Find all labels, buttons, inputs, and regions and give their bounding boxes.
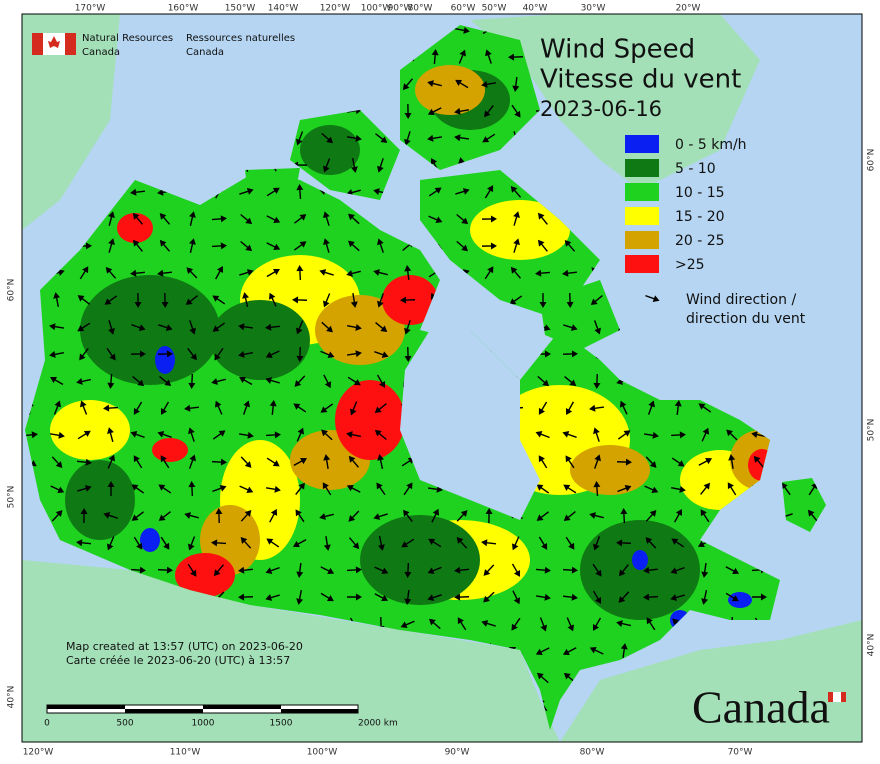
flag-bar xyxy=(32,33,43,55)
direction-label: direction du vent xyxy=(686,311,806,327)
graticule-label: 140°W xyxy=(268,4,299,14)
speed-zone xyxy=(152,438,188,462)
wordmark-flag xyxy=(833,692,841,702)
legend-label: 5 - 10 xyxy=(675,161,716,177)
title: Vitesse du vent xyxy=(540,65,741,95)
scale-seg xyxy=(281,709,358,713)
note: Map created at 13:57 (UTC) on 2023-06-20 xyxy=(66,640,303,653)
graticule-label: 50°W xyxy=(482,4,507,14)
graticule-label: 80°W xyxy=(408,4,433,14)
speed-zone xyxy=(300,125,360,175)
org-fr: Ressources naturelles xyxy=(186,33,295,44)
graticule-label: 170°W xyxy=(75,4,106,14)
scale-label: 2000 km xyxy=(358,719,398,729)
legend-label: >25 xyxy=(675,257,705,273)
speed-zone xyxy=(632,550,648,570)
legend-label: 0 - 5 km/h xyxy=(675,137,747,153)
speed-zone xyxy=(80,275,220,385)
legend-label: 10 - 15 xyxy=(675,185,725,201)
legend-swatch xyxy=(625,231,659,249)
speed-zone xyxy=(415,65,485,115)
speed-zone xyxy=(728,592,752,608)
speed-zone xyxy=(210,300,310,380)
graticule-label: 50°N xyxy=(7,486,17,509)
org-en: Canada xyxy=(82,47,120,58)
speed-zone xyxy=(570,445,650,495)
graticule-label: 80°W xyxy=(580,748,605,758)
wordmark: Canada xyxy=(692,682,830,733)
graticule-label: 70°W xyxy=(728,748,753,758)
graticule-label: 60°N xyxy=(7,279,17,302)
graticule-label: 160°W xyxy=(168,4,199,14)
flag-bar xyxy=(65,33,76,55)
direction-label: Wind direction / xyxy=(686,292,796,308)
org-fr: Canada xyxy=(186,47,224,58)
legend-swatch xyxy=(625,183,659,201)
scale-seg xyxy=(203,705,281,709)
legend-swatch xyxy=(625,255,659,273)
scale-label: 0 xyxy=(44,719,50,729)
legend-label: 15 - 20 xyxy=(675,209,725,225)
scale-label: 1000 xyxy=(192,719,215,729)
legend-label: 20 - 25 xyxy=(675,233,725,249)
graticule-label: 100°W xyxy=(307,748,338,758)
date: 2023-06-16 xyxy=(540,97,662,121)
graticule-label: 40°N xyxy=(7,686,17,709)
graticule-label: 60°N xyxy=(867,149,877,172)
graticule-label: 110°W xyxy=(170,748,201,758)
speed-zone xyxy=(360,515,480,605)
speed-zone xyxy=(50,400,130,460)
graticule-label: 40°W xyxy=(523,4,548,14)
graticule-label: 120°W xyxy=(23,748,54,758)
graticule-label: 30°W xyxy=(581,4,606,14)
scale-seg xyxy=(125,709,203,713)
note: Carte créée le 2023-06-20 (UTC) à 13:57 xyxy=(66,654,290,667)
scale-label: 1500 xyxy=(270,719,293,729)
org-en: Natural Resources xyxy=(82,33,173,44)
legend-swatch xyxy=(625,159,659,177)
speed-zone xyxy=(65,460,135,540)
graticule-label: 40°N xyxy=(867,634,877,657)
legend-swatch xyxy=(625,207,659,225)
graticule-label: 120°W xyxy=(320,4,351,14)
scale-label: 500 xyxy=(116,719,133,729)
graticule-label: 90°W xyxy=(445,748,470,758)
graticule-label: 60°W xyxy=(451,4,476,14)
graticule-label: 150°W xyxy=(225,4,256,14)
speed-zone xyxy=(140,528,160,552)
speed-zone xyxy=(335,380,405,460)
legend-swatch xyxy=(625,135,659,153)
speed-zone xyxy=(155,346,175,374)
title: Wind Speed xyxy=(540,35,695,65)
graticule-label: 50°N xyxy=(867,419,877,442)
scale-seg xyxy=(47,705,125,709)
graticule-label: 20°W xyxy=(676,4,701,14)
